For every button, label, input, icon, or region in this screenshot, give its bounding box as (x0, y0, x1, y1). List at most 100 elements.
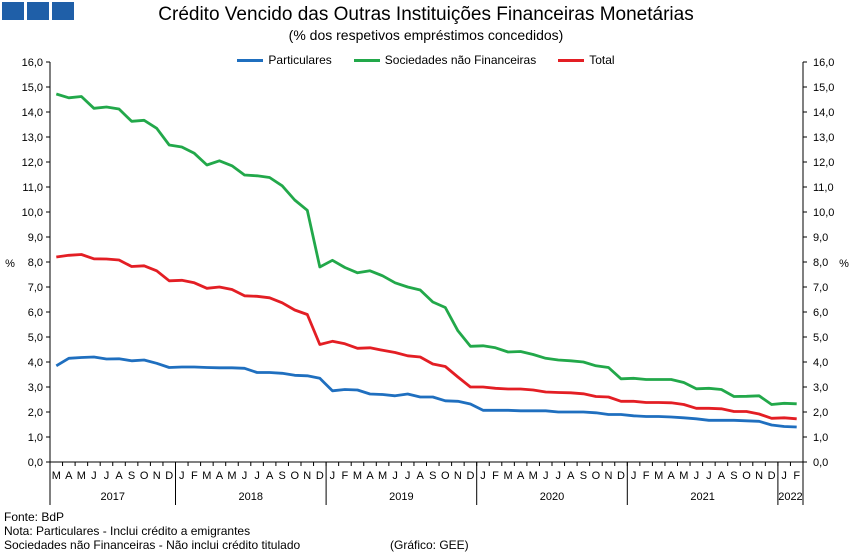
y-tick-label-left: 9,0 (28, 232, 43, 244)
y-tick-label-left: 6,0 (28, 307, 43, 319)
legend-label-sociedades: Sociedades não Financeiras (384, 53, 537, 67)
y-tick-label-right: 2,0 (813, 407, 828, 419)
y-tick-label-right: 16,0 (813, 57, 834, 69)
x-month-label: A (668, 470, 676, 482)
y-tick-label-right: 13,0 (813, 132, 834, 144)
x-month-label: J (556, 470, 562, 482)
x-month-label: J (242, 470, 248, 482)
x-month-label: J (254, 470, 260, 482)
y-tick-label-right: 14,0 (813, 107, 834, 119)
series-line-1 (55, 92, 797, 406)
x-month-label: J (631, 470, 637, 482)
y-tick-label-right: 0,0 (813, 457, 828, 469)
y-tick-label-right: 1,0 (813, 432, 828, 444)
x-month-label: J (706, 470, 712, 482)
legend-swatch-sociedades (353, 58, 380, 62)
x-month-label: O (742, 470, 751, 482)
year-label: 2019 (389, 491, 413, 503)
year-label: 2018 (239, 491, 263, 503)
x-month-label: M (227, 470, 236, 482)
y-axis-label-right: % (839, 258, 849, 270)
x-month-label: O (441, 470, 450, 482)
y-tick-label-left: 5,0 (28, 332, 43, 344)
x-month-label: M (378, 470, 387, 482)
x-month-label: A (718, 470, 726, 482)
x-month-label: M (679, 470, 688, 482)
footer-credit: (Gráfico: GEE) (390, 538, 469, 552)
x-month-label: F (492, 470, 499, 482)
series-line-2 (56, 253, 797, 421)
x-month-label: N (755, 470, 763, 482)
y-tick-label-left: 14,0 (22, 107, 43, 119)
x-month-label: J (694, 470, 700, 482)
x-month-label: O (140, 470, 149, 482)
y-tick-label-right: 10,0 (813, 207, 834, 219)
x-month-label: A (366, 470, 374, 482)
x-month-label: J (91, 470, 97, 482)
chart-legend: Particulares Sociedades não Financeiras … (0, 53, 852, 67)
y-axis-label-left: % (5, 258, 15, 270)
x-month-label: J (480, 470, 486, 482)
x-month-label: N (153, 470, 161, 482)
x-month-label: N (604, 470, 612, 482)
year-label: 2022 (778, 491, 802, 503)
x-month-label: A (266, 470, 274, 482)
x-month-label: F (342, 470, 349, 482)
x-month-label: F (793, 470, 800, 482)
x-month-label: F (643, 470, 650, 482)
x-month-label: M (654, 470, 663, 482)
y-tick-label-right: 9,0 (813, 232, 828, 244)
x-month-label: J (543, 470, 549, 482)
legend-label-particulares: Particulares (268, 53, 332, 67)
y-tick-label-right: 7,0 (813, 282, 828, 294)
chart-title: Crédito Vencido das Outras Instituições … (158, 4, 694, 25)
y-tick-label-right: 6,0 (813, 307, 828, 319)
logo (2, 2, 74, 20)
footer-note-2: Sociedades não Financeiras - Não inclui … (4, 538, 301, 552)
y-tick-label-right: 5,0 (813, 332, 828, 344)
x-month-label: D (316, 470, 324, 482)
y-tick-label-left: 2,0 (28, 407, 43, 419)
y-tick-label-left: 7,0 (28, 282, 43, 294)
y-tick-label-left: 11,0 (22, 182, 43, 194)
year-label: 2017 (101, 491, 125, 503)
y-tick-label-left: 4,0 (28, 357, 43, 369)
x-month-label: J (104, 470, 110, 482)
x-month-label: M (52, 470, 61, 482)
x-month-label: A (417, 470, 425, 482)
x-month-label: J (179, 470, 185, 482)
x-month-label: O (592, 470, 601, 482)
y-tick-label-right: 11,0 (813, 182, 834, 194)
chart-subtitle: (% dos respetivos empréstimos concedidos… (288, 27, 564, 43)
x-month-label: S (580, 470, 587, 482)
x-month-label: S (429, 470, 436, 482)
x-month-label: N (303, 470, 311, 482)
x-month-label: J (405, 470, 411, 482)
x-month-label: D (768, 470, 776, 482)
legend-item-total: Total (558, 53, 615, 67)
legend-label-total: Total (589, 53, 615, 67)
y-tick-label-left: 1,0 (28, 432, 43, 444)
x-month-label: S (128, 470, 135, 482)
x-month-label: D (617, 470, 625, 482)
year-label: 2021 (690, 491, 714, 503)
x-month-label: O (290, 470, 299, 482)
y-tick-label-left: 8,0 (28, 257, 43, 269)
logo-square-2 (27, 2, 49, 20)
y-tick-label-left: 10,0 (22, 207, 43, 219)
x-month-label: A (567, 470, 575, 482)
y-tick-label-right: 4,0 (813, 357, 828, 369)
x-month-label: A (216, 470, 224, 482)
x-month-label: D (165, 470, 173, 482)
y-tick-label-right: 3,0 (813, 382, 828, 394)
x-month-label: N (454, 470, 462, 482)
x-month-label: F (191, 470, 198, 482)
x-month-label: A (65, 470, 73, 482)
y-tick-label-left: 12,0 (22, 157, 43, 169)
y-tick-label-left: 16,0 (22, 57, 43, 69)
y-tick-label-right: 8,0 (813, 257, 828, 269)
x-month-label: M (202, 470, 211, 482)
legend-swatch-particulares (237, 58, 264, 62)
logo-square-1 (2, 2, 24, 20)
